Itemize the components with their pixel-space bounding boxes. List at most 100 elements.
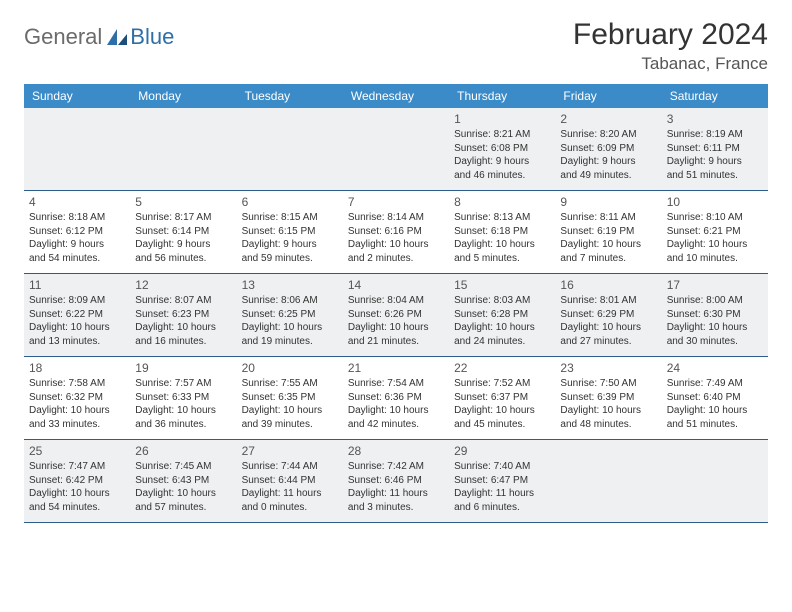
- daylight-text: Daylight: 11 hours: [454, 487, 550, 501]
- day-cell: [24, 108, 130, 190]
- daylight-text: and 39 minutes.: [242, 418, 338, 432]
- sunset-text: Sunset: 6:18 PM: [454, 225, 550, 239]
- day-number: 28: [348, 443, 444, 459]
- daylight-text: Daylight: 10 hours: [560, 404, 656, 418]
- sunrise-text: Sunrise: 8:15 AM: [242, 211, 338, 225]
- sunset-text: Sunset: 6:22 PM: [29, 308, 125, 322]
- sunset-text: Sunset: 6:15 PM: [242, 225, 338, 239]
- daylight-text: and 51 minutes.: [667, 418, 763, 432]
- day-number: 23: [560, 360, 656, 376]
- day-number: 2: [560, 111, 656, 127]
- sunset-text: Sunset: 6:23 PM: [135, 308, 231, 322]
- day-number: 29: [454, 443, 550, 459]
- day-cell: 20Sunrise: 7:55 AMSunset: 6:35 PMDayligh…: [237, 357, 343, 439]
- day-cell: 21Sunrise: 7:54 AMSunset: 6:36 PMDayligh…: [343, 357, 449, 439]
- week-row: 18Sunrise: 7:58 AMSunset: 6:32 PMDayligh…: [24, 357, 768, 440]
- day-cell: 23Sunrise: 7:50 AMSunset: 6:39 PMDayligh…: [555, 357, 661, 439]
- daylight-text: and 27 minutes.: [560, 335, 656, 349]
- day-cell: 4Sunrise: 8:18 AMSunset: 6:12 PMDaylight…: [24, 191, 130, 273]
- day-number: 5: [135, 194, 231, 210]
- day-number: 15: [454, 277, 550, 293]
- daylight-text: and 56 minutes.: [135, 252, 231, 266]
- weekday-header: Thursday: [449, 84, 555, 108]
- sunrise-text: Sunrise: 8:13 AM: [454, 211, 550, 225]
- sunrise-text: Sunrise: 7:52 AM: [454, 377, 550, 391]
- sunset-text: Sunset: 6:42 PM: [29, 474, 125, 488]
- day-cell: [237, 108, 343, 190]
- weekday-header-row: SundayMondayTuesdayWednesdayThursdayFrid…: [24, 84, 768, 108]
- sunset-text: Sunset: 6:44 PM: [242, 474, 338, 488]
- day-cell: 14Sunrise: 8:04 AMSunset: 6:26 PMDayligh…: [343, 274, 449, 356]
- day-number: 6: [242, 194, 338, 210]
- week-row: 4Sunrise: 8:18 AMSunset: 6:12 PMDaylight…: [24, 191, 768, 274]
- day-cell: 18Sunrise: 7:58 AMSunset: 6:32 PMDayligh…: [24, 357, 130, 439]
- sunset-text: Sunset: 6:11 PM: [667, 142, 763, 156]
- calendar-grid: SundayMondayTuesdayWednesdayThursdayFrid…: [24, 84, 768, 523]
- week-row: 25Sunrise: 7:47 AMSunset: 6:42 PM Dayligh…: [24, 440, 768, 523]
- daylight-text: Daylight: 11 hours: [242, 487, 338, 501]
- day-cell: 11Sunrise: 8:09 AMSunset: 6:22 PMDayligh…: [24, 274, 130, 356]
- day-number: 25: [29, 443, 125, 459]
- daylight-text: and 7 minutes.: [560, 252, 656, 266]
- daylight-text: Daylight: 10 hours: [135, 404, 231, 418]
- sunrise-text: Sunrise: 7:42 AM: [348, 460, 444, 474]
- day-number: 13: [242, 277, 338, 293]
- sunset-text: Sunset: 6:25 PM: [242, 308, 338, 322]
- daylight-text: Daylight: 10 hours: [667, 404, 763, 418]
- sunrise-text: Sunrise: 8:04 AM: [348, 294, 444, 308]
- daylight-text: Daylight: 10 hours: [242, 321, 338, 335]
- sunset-text: Sunset: 6:26 PM: [348, 308, 444, 322]
- day-cell: 17Sunrise: 8:00 AMSunset: 6:30 PMDayligh…: [662, 274, 768, 356]
- daylight-text: and 57 minutes.: [135, 501, 231, 515]
- sunset-text: Sunset: 6:40 PM: [667, 391, 763, 405]
- sunrise-text: Sunrise: 7:47 AM: [29, 460, 125, 474]
- daylight-text: Daylight: 9 hours: [454, 155, 550, 169]
- daylight-text: Daylight: 10 hours: [242, 404, 338, 418]
- weekday-header: Friday: [555, 84, 661, 108]
- day-number: 22: [454, 360, 550, 376]
- daylight-text: Daylight: 10 hours: [454, 404, 550, 418]
- sunset-text: Sunset: 6:30 PM: [667, 308, 763, 322]
- day-cell: 3Sunrise: 8:19 AMSunset: 6:11 PMDaylight…: [662, 108, 768, 190]
- daylight-text: and 3 minutes.: [348, 501, 444, 515]
- week-row: 11Sunrise: 8:09 AMSunset: 6:22 PM Dayligh…: [24, 274, 768, 357]
- daylight-text: Daylight: 11 hours: [348, 487, 444, 501]
- day-cell: 26Sunrise: 7:45 AMSunset: 6:43 PMDayligh…: [130, 440, 236, 522]
- sunrise-text: Sunrise: 7:44 AM: [242, 460, 338, 474]
- day-cell: 6Sunrise: 8:15 AMSunset: 6:15 PMDaylight…: [237, 191, 343, 273]
- sunset-text: Sunset: 6:16 PM: [348, 225, 444, 239]
- daylight-text: and 19 minutes.: [242, 335, 338, 349]
- daylight-text: and 54 minutes.: [29, 501, 125, 515]
- day-number: 11: [29, 277, 125, 293]
- daylight-text: and 0 minutes.: [242, 501, 338, 515]
- weekday-header: Monday: [130, 84, 236, 108]
- day-number: 24: [667, 360, 763, 376]
- daylight-text: and 45 minutes.: [454, 418, 550, 432]
- sunrise-text: Sunrise: 8:10 AM: [667, 211, 763, 225]
- week-row: 1Sunrise: 8:21 AMSunset: 6:08 PMDaylight…: [24, 108, 768, 191]
- daylight-text: Daylight: 10 hours: [348, 404, 444, 418]
- day-cell: 15Sunrise: 8:03 AMSunset: 6:28 PMDayligh…: [449, 274, 555, 356]
- sunrise-text: Sunrise: 8:00 AM: [667, 294, 763, 308]
- sunrise-text: Sunrise: 8:18 AM: [29, 211, 125, 225]
- day-cell: 22Sunrise: 7:52 AMSunset: 6:37 PMDayligh…: [449, 357, 555, 439]
- sunset-text: Sunset: 6:43 PM: [135, 474, 231, 488]
- month-title: February 2024: [573, 18, 768, 52]
- sunset-text: Sunset: 6:47 PM: [454, 474, 550, 488]
- sunrise-text: Sunrise: 7:57 AM: [135, 377, 231, 391]
- day-number: 8: [454, 194, 550, 210]
- daylight-text: and 5 minutes.: [454, 252, 550, 266]
- sunrise-text: Sunrise: 8:11 AM: [560, 211, 656, 225]
- calendar-page: General Blue February 2024 Tabanac, Fran…: [0, 0, 792, 533]
- daylight-text: Daylight: 9 hours: [560, 155, 656, 169]
- sunrise-text: Sunrise: 7:54 AM: [348, 377, 444, 391]
- sunrise-text: Sunrise: 8:09 AM: [29, 294, 125, 308]
- day-cell: 24Sunrise: 7:49 AMSunset: 6:40 PMDayligh…: [662, 357, 768, 439]
- sunset-text: Sunset: 6:29 PM: [560, 308, 656, 322]
- daylight-text: Daylight: 10 hours: [348, 321, 444, 335]
- sunrise-text: Sunrise: 8:03 AM: [454, 294, 550, 308]
- sunrise-text: Sunrise: 7:50 AM: [560, 377, 656, 391]
- daylight-text: and 59 minutes.: [242, 252, 338, 266]
- sunset-text: Sunset: 6:32 PM: [29, 391, 125, 405]
- daylight-text: Daylight: 10 hours: [667, 321, 763, 335]
